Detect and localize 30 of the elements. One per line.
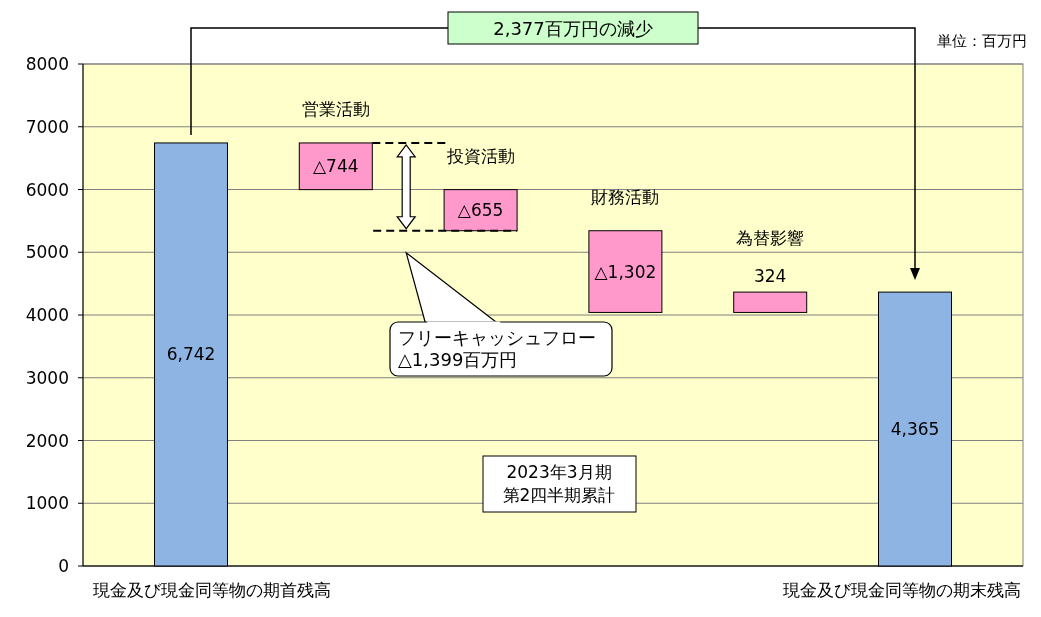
x-tick-label: 投資活動 xyxy=(445,145,515,166)
y-tick-label: 4000 xyxy=(25,305,69,325)
x-tick-label: 現金及び現金同等物の期末残高 xyxy=(783,580,1021,600)
y-tick-label: 8000 xyxy=(25,54,69,74)
annotation: 2023年3月期 xyxy=(506,462,612,482)
y-tick-label: 7000 xyxy=(25,116,69,137)
text: 2,377百万円の減少 xyxy=(493,18,653,39)
y-tick-label: 0 xyxy=(58,556,69,576)
y-tick-label: 2000 xyxy=(25,430,69,451)
x-tick-label: 為替影響 xyxy=(736,228,805,249)
y-tick-label: 6000 xyxy=(25,179,69,200)
annotation: 第2四半期累計 xyxy=(502,485,616,505)
y-tick-label: 5000 xyxy=(25,242,69,263)
bar xyxy=(298,142,373,191)
data-label: △1,302 xyxy=(594,261,657,282)
data-label: 324 xyxy=(753,266,787,287)
bar xyxy=(588,230,663,313)
y-tick-label: 3000 xyxy=(25,367,69,388)
y-tick-label: 1000 xyxy=(25,493,69,514)
bar xyxy=(443,189,518,232)
data-label: △744 xyxy=(313,156,359,177)
annotation: フリーキャッシュフロー △1,399百万円 xyxy=(398,327,596,370)
x-tick-label: 営業活動 xyxy=(301,98,370,119)
x-tick-label: 現金及び現金同等物の期首残高 xyxy=(93,580,331,600)
data-label: △655 xyxy=(457,200,504,221)
x-tick-label: 財務活動 xyxy=(591,186,660,207)
bar xyxy=(733,291,808,313)
data-label: 4,365 xyxy=(890,419,940,440)
data-label: 6,742 xyxy=(166,344,216,365)
text: 単位：百万円 xyxy=(937,32,1027,50)
